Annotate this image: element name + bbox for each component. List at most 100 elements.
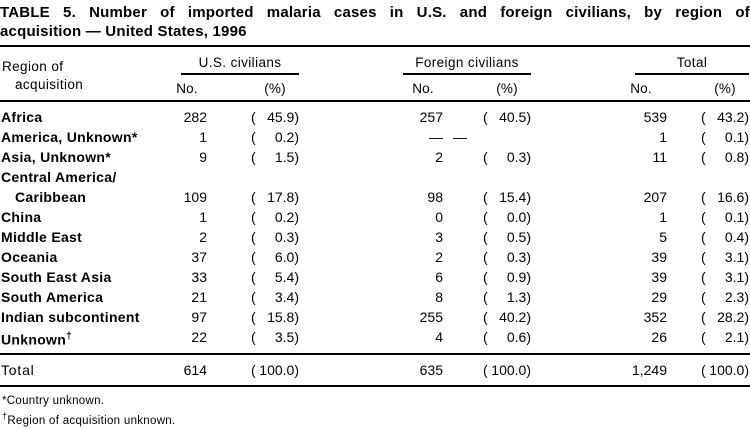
pct-number: 0.2 — [274, 129, 295, 145]
pct-number: 6.0 — [274, 249, 295, 265]
table-header: Region of acquisition U.S. civilians For… — [0, 47, 750, 102]
total-pct: (3.1) — [701, 267, 749, 287]
paren-open: ( — [483, 209, 488, 225]
us-civilians-no: 109 — [183, 189, 207, 205]
pct-number: 0.9 — [506, 269, 527, 285]
paren-close: ) — [526, 269, 531, 285]
us-pct-header: (%) — [264, 81, 286, 96]
total-no: 352 — [643, 309, 667, 325]
paren-close: ) — [526, 149, 531, 165]
table-row: Oceania 37 (6.0) 2 (0.3) 39 (3.1) — [0, 247, 750, 267]
table-title: TABLE 5. Number of imported malaria case… — [0, 0, 750, 47]
table-row: Central America/ Caribbean 109 (17.8) 98… — [0, 167, 750, 207]
foreign-civilians-pct: (1.3) — [483, 287, 531, 307]
us-no-header: No. — [176, 81, 198, 96]
pct-number: 100.0 — [709, 362, 745, 378]
paren-open: ( — [483, 109, 488, 125]
foreign-pct-header: (%) — [496, 81, 518, 96]
paren-close: ) — [294, 229, 299, 245]
pct-number: 1.5 — [274, 149, 295, 165]
paren-open: ( — [701, 209, 706, 225]
paren-open: ( — [701, 249, 706, 265]
paren-open: ( — [701, 109, 706, 125]
paren-open: ( — [701, 362, 706, 378]
paren-open: ( — [251, 362, 256, 378]
grand-total-no: 1,249 — [631, 362, 667, 378]
pct-number: 0.1 — [724, 129, 745, 145]
paren-open: ( — [483, 309, 488, 325]
us-civilians-pct: (0.3) — [251, 227, 299, 247]
paren-open: ( — [251, 229, 256, 245]
paren-close: ) — [744, 129, 749, 145]
paren-close: ) — [294, 109, 299, 125]
region-label-line1: Central America/ — [1, 169, 117, 185]
pct-number: 0.1 — [724, 209, 745, 225]
asterisk-marker: * — [2, 395, 7, 407]
pct-number: 28.2 — [717, 309, 745, 325]
region-header-line1: Region of — [2, 58, 64, 74]
pct-number: 3.4 — [274, 289, 295, 305]
total-no-header: No. — [630, 81, 652, 96]
region-label: China — [1, 209, 42, 225]
table-row: China 1 (0.2) 0 (0.0) 1 (0.1) — [0, 207, 750, 227]
grand-total-pct: (100.0) — [701, 360, 749, 380]
table-row: America, Unknown* 1 (0.2) — — 1 (0.1) — [0, 127, 750, 147]
region-label: Indian subcontinent — [1, 309, 140, 325]
pct-number: 0.6 — [506, 329, 527, 345]
paren-open: ( — [701, 329, 706, 345]
foreign-civilians-pct: (0.6) — [483, 327, 531, 350]
footnotes: *Country unknown. †Region of acquisition… — [0, 387, 750, 429]
us-civilians-no: 97 — [191, 309, 207, 325]
foreign-civilians-group-header: Foreign civilians — [403, 55, 531, 75]
paren-open: ( — [701, 149, 706, 165]
total-pct: (3.1) — [701, 247, 749, 267]
paren-close: ) — [526, 209, 531, 225]
foreign-civilians-no: 257 — [419, 109, 443, 125]
table-title-line2: acquisition — United States, 1996 — [0, 23, 247, 40]
paren-close: ) — [294, 129, 299, 145]
table-title-line1: TABLE 5. Number of imported malaria case… — [0, 4, 750, 21]
pct-number: 0.5 — [506, 229, 527, 245]
paren-close: ) — [744, 289, 749, 305]
total-no: 39 — [651, 249, 667, 265]
us-civilians-no: 22 — [191, 329, 207, 345]
total-no: 539 — [643, 109, 667, 125]
paren-open: ( — [483, 189, 488, 205]
paren-open: ( — [701, 189, 706, 205]
paren-open: ( — [251, 249, 256, 265]
paren-close: ) — [744, 109, 749, 125]
pct-number: 15.8 — [267, 309, 295, 325]
paren-close: ) — [294, 289, 299, 305]
paren-close: ) — [744, 309, 749, 325]
region-label: Middle East — [1, 229, 83, 245]
total-pct: (0.4) — [701, 227, 749, 247]
pct-number: 0.0 — [506, 209, 527, 225]
total-pct: (2.3) — [701, 287, 749, 307]
pct-number: 15.4 — [499, 189, 527, 205]
foreign-civilians-no: 3 — [435, 229, 443, 245]
foreign-no-header: No. — [412, 81, 434, 96]
table-row: Indian subcontinent 97 (15.8) 255 (40.2)… — [0, 307, 750, 327]
pct-number: 45.9 — [267, 109, 295, 125]
foreign-civilians-no: 2 — [435, 249, 443, 265]
pct-number: 2.1 — [724, 329, 745, 345]
dagger-marker: † — [2, 411, 8, 421]
footnote-text: Country unknown. — [6, 395, 105, 407]
table-total-section: Total 614 (100.0) 635 (100.0) 1,249 (100… — [0, 353, 750, 387]
us-civilians-pct: (15.8) — [251, 307, 299, 327]
total-no: 1 — [659, 129, 667, 145]
footnote-country-unknown: *Country unknown. — [2, 394, 750, 409]
region-label: South America — [1, 289, 104, 305]
total-label: Total — [1, 362, 35, 378]
us-civilians-pct: (0.2) — [251, 127, 299, 147]
paren-close: ) — [744, 329, 749, 345]
total-no: 39 — [651, 269, 667, 285]
foreign-civilians-pct: (0.9) — [483, 267, 531, 287]
table-row: Asia, Unknown* 9 (1.5) 2 (0.3) 11 (0.8) — [0, 147, 750, 167]
paren-open: ( — [251, 329, 256, 345]
paren-close: ) — [526, 329, 531, 345]
paren-close: ) — [744, 189, 749, 205]
pct-number: 0.3 — [274, 229, 295, 245]
table-row: Middle East 2 (0.3) 3 (0.5) 5 (0.4) — [0, 227, 750, 247]
total-pct: (0.8) — [701, 147, 749, 167]
